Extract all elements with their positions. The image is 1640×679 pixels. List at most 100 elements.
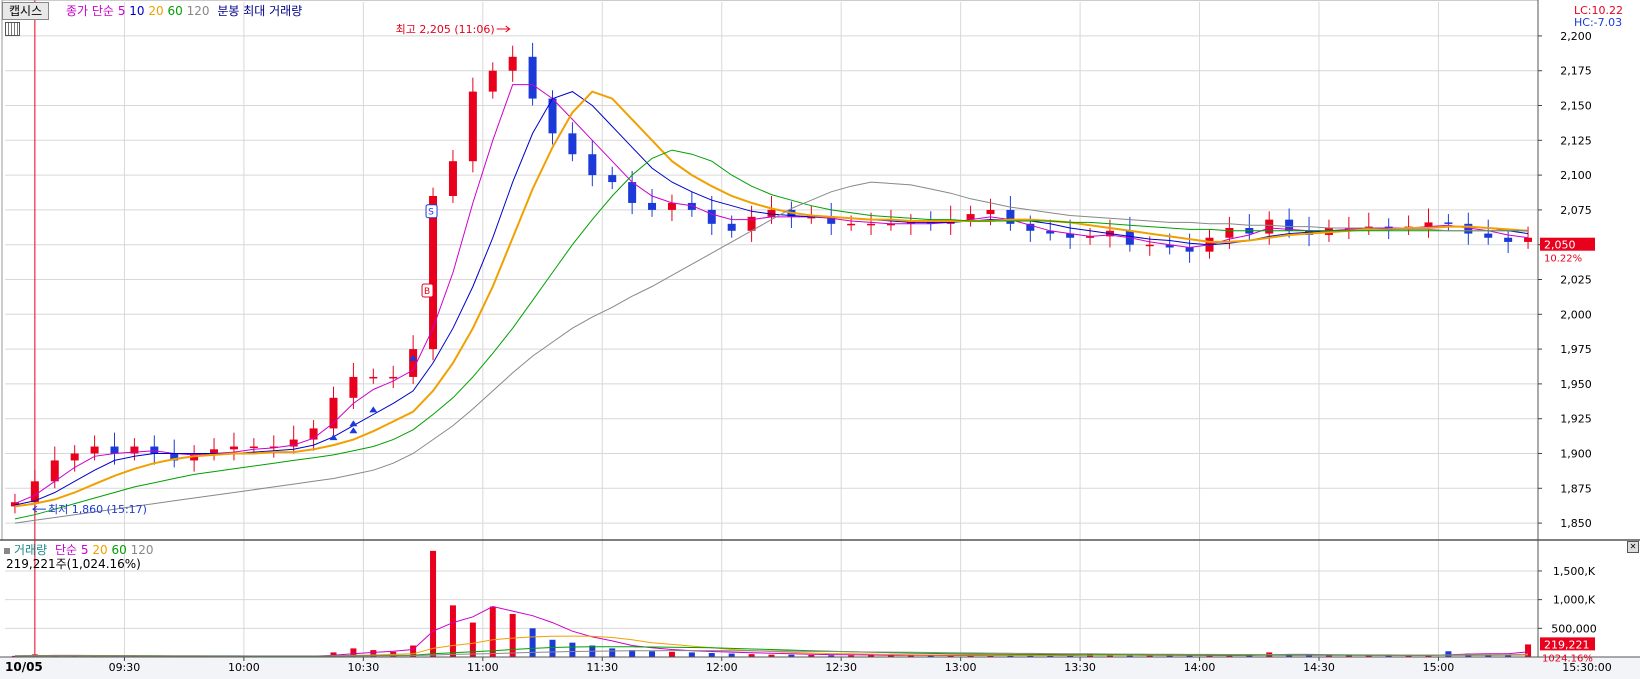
volume-bars <box>11 550 1532 658</box>
close-icon[interactable]: ✕ <box>1627 541 1639 553</box>
price-ma-line <box>14 181 1528 524</box>
volume-bar <box>987 655 994 657</box>
price-candles <box>10 42 1533 514</box>
price-tick-label: 2,175 <box>1560 65 1592 78</box>
price-candle <box>1265 219 1274 234</box>
price-candle <box>1086 236 1095 238</box>
time-tick-label: 13:30 <box>1064 661 1096 674</box>
signal-arrow-icon <box>349 427 358 434</box>
volume-bar <box>1146 655 1153 657</box>
ma-period-5[interactable]: 5 <box>117 4 126 18</box>
price-candle <box>628 182 637 203</box>
time-axis-background <box>0 657 1640 679</box>
price-candle <box>1364 226 1373 229</box>
date-label: 10/05 <box>5 660 43 674</box>
time-tick-label: 12:00 <box>706 661 738 674</box>
volume-bar <box>708 652 715 657</box>
price-tick-label: 1,875 <box>1560 482 1592 495</box>
price-tick-label: 2,000 <box>1560 308 1592 321</box>
price-candle <box>1026 223 1035 231</box>
price-candle <box>1285 219 1294 231</box>
price-candle <box>269 446 278 449</box>
volume-bar <box>947 655 954 657</box>
vol-ma-period-5[interactable]: 5 <box>80 543 89 557</box>
time-end-label: 15:30:00 <box>1562 661 1611 674</box>
price-candle <box>349 376 358 398</box>
price-candle <box>827 216 836 224</box>
price-tick-label: 1,975 <box>1560 343 1592 356</box>
volume-bar <box>927 655 934 657</box>
volume-tick-label: 1,500,K <box>1553 565 1596 578</box>
price-candle <box>1384 226 1393 229</box>
volume-bar <box>788 654 795 657</box>
price-candle <box>210 449 219 454</box>
price-candle <box>966 214 975 220</box>
price-candle <box>807 216 816 219</box>
vol-ma-period-60[interactable]: 60 <box>111 543 127 557</box>
volume-tick-label: 500,000 <box>1551 622 1597 635</box>
price-candle <box>329 397 338 429</box>
price-candle <box>309 428 318 440</box>
ma-period-20[interactable]: 20 <box>148 4 164 18</box>
price-tick-label: 1,900 <box>1560 447 1592 460</box>
ma-period-120[interactable]: 120 <box>186 4 210 18</box>
price-candle <box>409 349 418 377</box>
volume-bar <box>449 605 456 657</box>
time-tick-label: 14:30 <box>1303 661 1335 674</box>
current-change-label: 10.22% <box>1544 254 1582 265</box>
price-candle <box>548 98 557 134</box>
volume-bar <box>410 645 417 657</box>
price-candle <box>687 202 696 210</box>
volume-ma-type: 단순 <box>54 543 78 557</box>
volume-bar <box>848 655 855 657</box>
price-candle <box>429 195 438 350</box>
buy-signal-label: B <box>424 287 430 297</box>
high-price-label: 최고 2,205 (11:06) <box>396 23 495 36</box>
price-candle <box>906 222 915 224</box>
price-candle <box>150 446 159 454</box>
volume-bar <box>629 650 636 657</box>
volume-bar <box>768 654 775 657</box>
ma-period-10[interactable]: 10 <box>129 4 145 18</box>
price-candle <box>847 223 856 226</box>
time-tick-label: 15:00 <box>1423 661 1455 674</box>
volume-axis: 500,000 1,000,K 1,500,K <box>1538 565 1597 635</box>
price-candle <box>886 223 895 226</box>
signal-arrow-icon <box>329 434 338 441</box>
volume-bar <box>1425 655 1432 657</box>
volume-bar <box>1485 654 1492 657</box>
volume-bar <box>350 648 357 657</box>
vol-ma-period-20[interactable]: 20 <box>92 543 108 557</box>
price-candle <box>1225 228 1234 238</box>
price-candle <box>50 460 59 482</box>
price-candle <box>1344 228 1353 230</box>
volume-bar <box>11 655 18 657</box>
price-candle <box>1066 233 1075 238</box>
price-tick-label: 2,100 <box>1560 169 1592 182</box>
vol-ma-period-120[interactable]: 120 <box>130 543 154 557</box>
panel-frames <box>0 0 1640 658</box>
volume-bar <box>330 652 337 657</box>
stock-name-box[interactable]: 캡시스 <box>2 2 50 20</box>
annotations: 최고 2,205 (11:06)최저 1,860 (15:17)SB2,0501… <box>32 23 1595 664</box>
volume-bar <box>1007 655 1014 657</box>
volume-bar <box>1525 644 1532 657</box>
price-axis: 1,850 1,875 1,900 1,925 1,950 1,975 2,000 2,025… <box>1538 30 1592 530</box>
calendar-icon[interactable] <box>5 22 20 36</box>
price-candle <box>608 175 617 183</box>
volume-bar <box>1226 655 1233 657</box>
volume-bar <box>1126 655 1133 657</box>
volume-bar <box>1445 651 1452 657</box>
volume-bar <box>1365 655 1372 657</box>
price-tick-label: 2,075 <box>1560 204 1592 217</box>
signal-arrow-icon <box>369 406 378 413</box>
price-candle <box>648 202 657 210</box>
volume-bar <box>529 628 536 657</box>
volume-bar <box>887 655 894 657</box>
price-ma-line <box>14 149 1528 520</box>
volume-bar <box>1027 655 1034 657</box>
volume-bar <box>370 650 377 657</box>
ma-period-60[interactable]: 60 <box>167 4 183 18</box>
low-price-label: 최저 1,860 (15:17) <box>48 503 147 516</box>
